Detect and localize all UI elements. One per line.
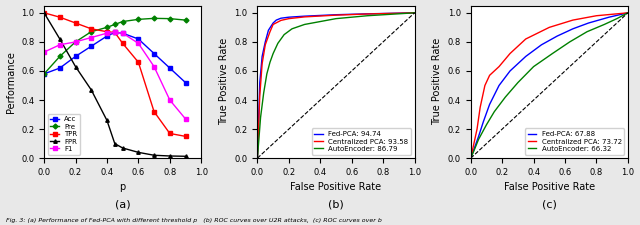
Pre — [134, 18, 142, 21]
TPR — [72, 22, 79, 24]
TPR — [119, 42, 127, 45]
F1 — [56, 43, 63, 46]
Text: (a): (a) — [115, 199, 131, 209]
Acc — [166, 67, 173, 69]
Pre — [166, 17, 173, 20]
Line: Pre: Pre — [42, 17, 188, 76]
Text: (b): (b) — [328, 199, 344, 209]
TPR — [40, 11, 48, 14]
FPR — [72, 65, 79, 68]
F1 — [166, 99, 173, 101]
Y-axis label: True Positive Rate: True Positive Rate — [432, 38, 442, 126]
FPR — [103, 119, 111, 122]
Pre — [88, 30, 95, 33]
FPR — [166, 155, 173, 157]
TPR — [88, 27, 95, 30]
Line: F1: F1 — [42, 31, 188, 121]
Pre — [150, 17, 158, 20]
F1 — [40, 51, 48, 53]
Pre — [182, 19, 189, 21]
Acc — [40, 72, 48, 75]
TPR — [182, 135, 189, 138]
Acc — [72, 55, 79, 58]
Pre — [40, 72, 48, 75]
Pre — [119, 20, 127, 23]
F1 — [134, 42, 142, 45]
TPR — [166, 132, 173, 135]
Acc — [88, 45, 95, 48]
FPR — [40, 11, 48, 14]
Y-axis label: True Positive Rate: True Positive Rate — [219, 38, 229, 126]
Acc — [111, 31, 118, 34]
TPR — [56, 16, 63, 18]
FPR — [119, 147, 127, 149]
TPR — [103, 30, 111, 33]
X-axis label: False Positive Rate: False Positive Rate — [291, 182, 381, 192]
F1 — [72, 40, 79, 43]
FPR — [182, 155, 189, 158]
Line: TPR: TPR — [42, 11, 188, 138]
TPR — [150, 110, 158, 113]
X-axis label: p: p — [120, 182, 126, 192]
F1 — [103, 32, 111, 34]
Acc — [103, 35, 111, 37]
TPR — [134, 61, 142, 64]
TPR — [111, 31, 118, 34]
Line: FPR: FPR — [42, 11, 188, 158]
Acc — [134, 38, 142, 40]
X-axis label: False Positive Rate: False Positive Rate — [504, 182, 595, 192]
F1 — [150, 65, 158, 68]
Pre — [56, 55, 63, 58]
Pre — [103, 26, 111, 29]
Y-axis label: Performance: Performance — [6, 51, 15, 113]
F1 — [119, 32, 127, 34]
Line: Acc: Acc — [42, 31, 188, 84]
Text: Fig. 3: (a) Performance of Fed-PCA with different threshold p   (b) ROC curves o: Fig. 3: (a) Performance of Fed-PCA with … — [6, 218, 382, 223]
Acc — [150, 52, 158, 55]
FPR — [111, 142, 118, 145]
Acc — [182, 81, 189, 84]
Pre — [72, 40, 79, 43]
FPR — [56, 38, 63, 40]
F1 — [182, 118, 189, 120]
FPR — [134, 151, 142, 154]
Legend: Fed-PCA: 67.88, Centralized PCA: 73.72, AutoEncoder: 66.32: Fed-PCA: 67.88, Centralized PCA: 73.72, … — [525, 128, 625, 155]
FPR — [150, 154, 158, 157]
F1 — [111, 31, 118, 34]
FPR — [88, 88, 95, 91]
Legend: Acc, Pre, TPR, FPR, F1: Acc, Pre, TPR, FPR, F1 — [47, 114, 80, 155]
Pre — [111, 23, 118, 26]
F1 — [88, 36, 95, 39]
Acc — [56, 67, 63, 69]
Legend: Fed-PCA: 94.74, Centralized PCA: 93.58, AutoEncoder: 86.79: Fed-PCA: 94.74, Centralized PCA: 93.58, … — [312, 128, 411, 155]
Text: (c): (c) — [542, 199, 557, 209]
Acc — [119, 32, 127, 34]
